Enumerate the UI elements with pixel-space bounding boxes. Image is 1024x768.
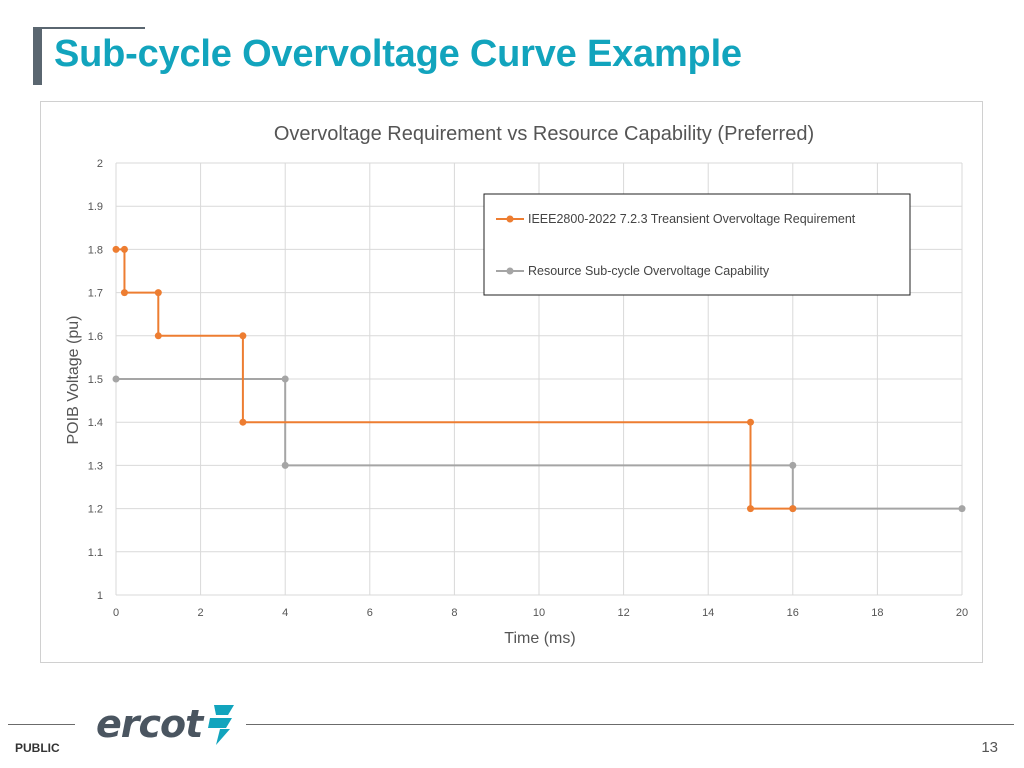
footer-divider-right (246, 724, 1014, 725)
x-tick-label: 0 (113, 607, 119, 619)
data-point (154, 332, 162, 340)
legend-entry: IEEE2800-2022 7.2.3 Treansient Overvolta… (528, 212, 856, 226)
logo-wordmark: ercot (96, 702, 203, 746)
x-tick-label: 18 (871, 607, 883, 619)
data-point (112, 375, 120, 383)
page-number: 13 (981, 739, 998, 756)
y-tick-label: 1.7 (88, 288, 103, 300)
y-tick-label: 1.4 (88, 417, 103, 429)
footer-divider-left (8, 724, 75, 725)
x-tick-label: 4 (282, 607, 288, 619)
x-tick-label: 2 (198, 607, 204, 619)
data-point (789, 505, 797, 513)
y-tick-label: 1.8 (88, 244, 103, 256)
ercot-lightning-icon (208, 705, 235, 745)
x-tick-label: 10 (533, 607, 545, 619)
y-axis-label: POIB Voltage (pu) (65, 316, 82, 445)
y-tick-label: 1.3 (88, 460, 103, 472)
legend-swatch-marker (506, 215, 514, 223)
ercot-logo: ercot (96, 698, 240, 750)
chart-title: Overvoltage Requirement vs Resource Capa… (274, 123, 814, 145)
data-point (120, 289, 128, 297)
x-tick-label: 8 (451, 607, 457, 619)
series-line (116, 248, 793, 510)
series-line (116, 378, 962, 510)
x-tick-label: 12 (617, 607, 629, 619)
legend-entry: Resource Sub-cycle Overvoltage Capabilit… (528, 264, 770, 278)
data-point (120, 245, 128, 253)
data-point (281, 375, 289, 383)
y-tick-label: 1.5 (88, 374, 103, 386)
overvoltage-chart: Overvoltage Requirement vs Resource Capa… (65, 123, 968, 647)
data-point (747, 505, 754, 513)
data-point (789, 461, 797, 469)
legend-box (483, 193, 911, 296)
data-point (112, 245, 120, 253)
x-tick-label: 16 (787, 607, 799, 619)
data-point (747, 418, 754, 426)
y-tick-label: 1.6 (88, 331, 103, 343)
y-tick-label: 1.2 (88, 504, 103, 516)
x-tick-label: 14 (702, 607, 714, 619)
data-point (154, 289, 162, 297)
y-tick-label: 1 (97, 590, 103, 602)
data-point (239, 418, 247, 426)
data-point (958, 505, 966, 513)
x-tick-label: 6 (367, 607, 373, 619)
legend-swatch-marker (506, 267, 514, 275)
y-tick-label: 2 (97, 158, 103, 170)
y-tick-label: 1.1 (88, 547, 103, 559)
slide-title: Sub-cycle Overvoltage Curve Example (54, 33, 742, 75)
chart-frame: Overvoltage Requirement vs Resource Capa… (40, 101, 983, 663)
data-point (281, 461, 289, 469)
x-tick-label: 20 (956, 607, 968, 619)
classification-label: PUBLIC (15, 741, 60, 755)
y-tick-label: 1.9 (88, 201, 103, 213)
title-accent-bar (33, 28, 42, 85)
x-axis-label: Time (ms) (504, 630, 575, 647)
title-accent-line (33, 27, 145, 29)
data-point (239, 332, 247, 340)
